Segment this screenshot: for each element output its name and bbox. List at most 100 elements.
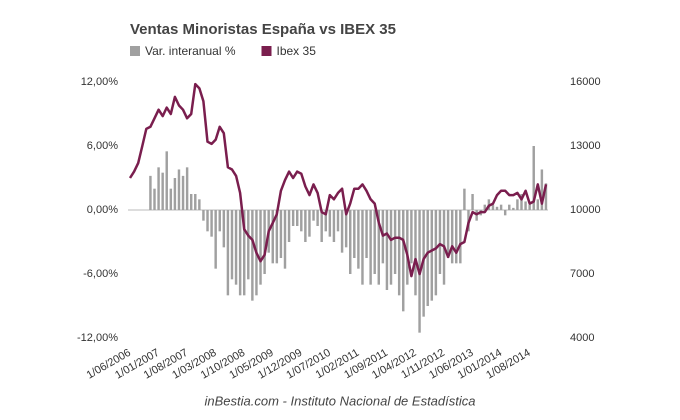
bar (271, 210, 274, 264)
bar (471, 194, 474, 210)
bar (385, 210, 389, 290)
bar (340, 210, 344, 253)
bar (251, 210, 254, 301)
bar (149, 175, 152, 210)
bar (238, 210, 242, 296)
bar (177, 169, 181, 210)
bar (369, 210, 372, 285)
bar (181, 175, 185, 210)
bar (226, 210, 230, 296)
legend-label: Ibex 35 (277, 44, 317, 58)
y2-tick-label: 13000 (570, 140, 601, 152)
bar (324, 210, 327, 232)
y-tick-label: 6,00% (87, 140, 118, 152)
bar (296, 210, 299, 226)
bar (161, 172, 164, 210)
bar (328, 210, 332, 237)
bar (304, 210, 307, 242)
bar (365, 210, 368, 258)
bar (540, 169, 544, 210)
bar (499, 204, 503, 210)
bar (230, 210, 234, 280)
bar (153, 188, 156, 210)
bar (173, 178, 177, 210)
bar (520, 194, 523, 210)
bar (524, 201, 527, 210)
bar (544, 183, 548, 210)
bar (259, 210, 262, 285)
bar (434, 210, 438, 296)
bar (316, 210, 319, 226)
bar (198, 199, 201, 210)
legend-label: Var. interanual % (145, 44, 236, 58)
bar (300, 210, 303, 232)
bar (532, 146, 535, 210)
bar (438, 210, 442, 274)
bar (234, 210, 238, 285)
bar (459, 210, 462, 264)
bar (202, 210, 205, 221)
bar (393, 210, 397, 274)
y2-tick-label: 4000 (570, 332, 594, 344)
bar (463, 188, 466, 210)
bar (308, 210, 311, 237)
bar (247, 210, 250, 280)
bar (528, 204, 531, 210)
legend-swatch (130, 46, 140, 56)
bar (397, 210, 401, 296)
bar (357, 210, 360, 269)
bar (336, 210, 340, 232)
bar (536, 199, 540, 210)
bar (430, 210, 434, 301)
bar (312, 210, 315, 221)
bar (206, 210, 209, 232)
bar (263, 210, 266, 274)
bar (275, 210, 279, 264)
bar (508, 204, 511, 210)
bar (210, 210, 213, 237)
bar (344, 210, 348, 248)
y-tick-label: 0,00% (87, 204, 118, 216)
bar (194, 194, 197, 210)
bar (185, 167, 189, 210)
line (128, 82, 548, 278)
bar (169, 188, 173, 210)
y2-tick-label: 7000 (570, 268, 594, 280)
bar (495, 206, 499, 210)
y-tick-label: -6,00% (83, 268, 118, 280)
bar (426, 210, 429, 306)
bar (279, 210, 283, 258)
bar (291, 210, 295, 226)
bar (349, 210, 352, 274)
chart-title: Ventas Minoristas España vs IBEX 35 (130, 21, 396, 38)
y-tick-label: -12,00% (77, 332, 118, 344)
bar (503, 210, 507, 216)
bar (332, 210, 336, 242)
bar (516, 199, 519, 210)
bar (377, 210, 380, 285)
bar (320, 210, 323, 242)
bar (455, 210, 458, 264)
bar (389, 210, 393, 285)
bar (491, 204, 495, 210)
bar (353, 210, 356, 258)
bar (157, 167, 160, 210)
bar (373, 210, 376, 274)
bar (218, 210, 221, 232)
bar (483, 204, 487, 210)
bar (450, 210, 454, 264)
bar (414, 210, 417, 296)
bar (214, 210, 217, 269)
y2-tick-label: 16000 (570, 76, 601, 88)
bar (165, 151, 168, 210)
bar (283, 210, 287, 269)
bar (189, 194, 193, 210)
bar (512, 207, 515, 210)
bar (410, 210, 413, 264)
bar (361, 210, 364, 285)
bar (446, 210, 450, 258)
source: inBestia.com - Instituto Nacional de Est… (205, 393, 476, 408)
bar (222, 210, 226, 248)
y2-tick-label: 10000 (570, 204, 601, 216)
